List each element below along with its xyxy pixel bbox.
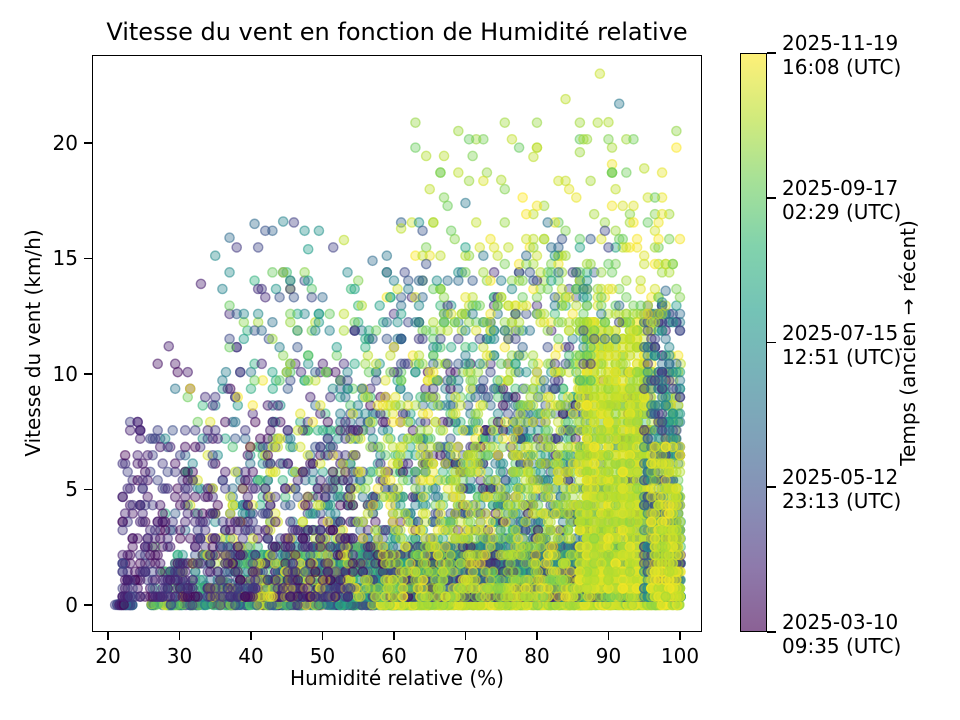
x-tick-mark — [464, 632, 467, 640]
x-tick-label: 30 — [166, 644, 193, 668]
x-tick-mark — [536, 632, 538, 640]
x-tick-label: 70 — [452, 644, 479, 668]
colorbar-tick-label: 2025-05-12 23:13 (UTC) — [782, 465, 902, 514]
x-tick-label: 20 — [95, 644, 121, 668]
y-tick-label: 0 — [65, 592, 78, 617]
y-axis-label: Vitesse du vent (km/h) — [21, 229, 45, 457]
colorbar-tick-mark — [767, 196, 776, 199]
colorbar-tick-mark — [767, 341, 776, 344]
x-tick-label: 90 — [595, 644, 622, 668]
scatter-plot-canvas — [92, 55, 702, 632]
colorbar-tick-label: 2025-07-15 12:51 (UTC) — [782, 320, 902, 369]
colorbar-tick-mark — [767, 486, 776, 489]
chart-title: Vitesse du vent en fonction de Humidité … — [106, 18, 688, 46]
colorbar-tick-mark — [767, 52, 776, 54]
y-tick-label: 15 — [52, 246, 78, 271]
colorbar — [740, 53, 767, 632]
x-tick-mark — [178, 632, 181, 640]
colorbar-tick-label: 2025-09-17 02:29 (UTC) — [782, 175, 902, 224]
colorbar-tick-label: 2025-03-10 09:35 (UTC) — [782, 610, 902, 658]
x-tick-mark — [250, 632, 252, 640]
x-axis-label: Humidité relative (%) — [290, 666, 504, 690]
y-tick-mark — [84, 373, 92, 375]
x-tick-mark — [393, 632, 395, 640]
x-tick-mark — [679, 632, 681, 640]
x-tick-label: 100 — [660, 644, 700, 668]
x-tick-label: 50 — [309, 644, 336, 668]
colorbar-gradient — [741, 54, 766, 631]
y-tick-mark — [84, 142, 92, 144]
colorbar-tick-mark — [767, 631, 776, 633]
x-tick-label: 80 — [524, 644, 550, 668]
x-tick-label: 60 — [381, 644, 407, 668]
colorbar-tick-label: 2025-11-19 16:08 (UTC) — [782, 31, 902, 79]
colorbar-label: Temps (ancien → récent) — [896, 220, 920, 466]
y-tick-label: 5 — [65, 477, 78, 502]
x-tick-mark — [607, 632, 610, 640]
y-tick-mark — [84, 257, 92, 260]
y-tick-mark — [84, 604, 92, 606]
x-tick-label: 40 — [238, 644, 264, 668]
x-tick-mark — [321, 632, 324, 640]
x-tick-mark — [107, 632, 109, 640]
y-tick-mark — [84, 488, 92, 491]
y-tick-label: 10 — [52, 361, 78, 386]
y-tick-label: 20 — [52, 131, 78, 155]
